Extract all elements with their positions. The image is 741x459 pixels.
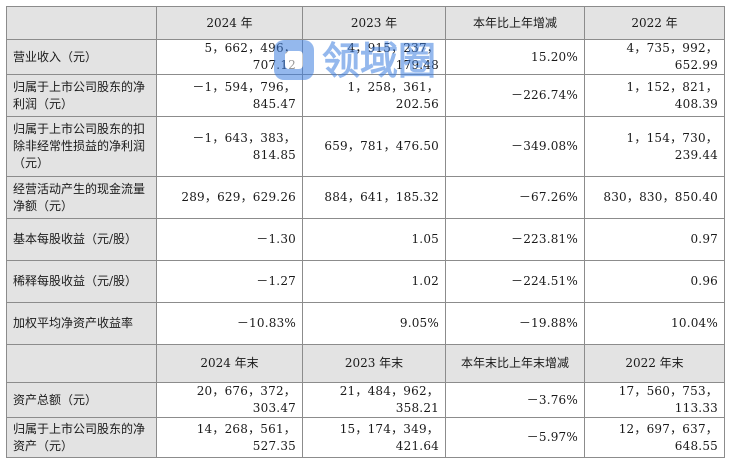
row-label: 资产总额（元） [6,382,157,418]
row-label: 加权平均净资产收益率 [6,302,157,345]
header-cell [6,344,157,383]
value-2023: 884，641，185.32 [302,176,446,219]
header-cell: 2022 年末 [584,344,725,383]
value-2023: 15，174，349，421.64 [302,417,446,458]
table-row: 稀释每股收益（元/股） －1.27 1.02 －224.51% 0.96 [6,260,725,303]
value-change: －349.08% [445,116,585,177]
value-2023: 1.02 [302,260,446,303]
table-row: 营业收入（元） 5，662，496，707.12 4，915，237，179.4… [6,39,725,75]
header-cell: 2024 年末 [156,344,303,383]
value-2022: 10.04% [584,302,725,345]
value-2022: 17，560，753，113.33 [584,382,725,418]
value-2022: 1，152，821，408.39 [584,74,725,117]
table-row: 资产总额（元） 20，676，372，303.47 21，484，962，358… [6,382,725,418]
value-change: －5.97% [445,417,585,458]
header-cell: 本年末比上年末增减 [445,344,585,383]
row-label: 归属于上市公司股东的净资产（元） [6,417,157,458]
value-2022: 4，735，992，652.99 [584,39,725,75]
row-label: 基本每股收益（元/股） [6,218,157,261]
value-2023: 659，781，476.50 [302,116,446,177]
value-2023: 4，915，237，179.48 [302,39,446,75]
value-change: －226.74% [445,74,585,117]
value-2024: 14，268，561，527.35 [156,417,303,458]
value-change: －67.26% [445,176,585,219]
value-2024: －10.83% [156,302,303,345]
table-row: 加权平均净资产收益率 －10.83% 9.05% －19.88% 10.04% [6,302,725,345]
value-2023: 9.05% [302,302,446,345]
value-2022: 1，154，730，239.44 [584,116,725,177]
table-row: 归属于上市公司股东的净利润（元） －1，594，796，845.47 1，258… [6,74,725,117]
value-2022: 0.97 [584,218,725,261]
value-2023: 1，258，361，202.56 [302,74,446,117]
header-cell: 本年比上年增减 [445,6,585,40]
table-row: 归属于上市公司股东的扣除非经常性损益的净利润（元） －1，643，383，814… [6,116,725,177]
value-2024: －1，643，383，814.85 [156,116,303,177]
header-cell [6,6,157,40]
header-cell: 2023 年 [302,6,446,40]
value-2024: 20，676，372，303.47 [156,382,303,418]
value-2024: －1.27 [156,260,303,303]
table-row: 基本每股收益（元/股） －1.30 1.05 －223.81% 0.97 [6,218,725,261]
value-2023: 21，484，962，358.21 [302,382,446,418]
value-2024: 289，629，629.26 [156,176,303,219]
value-2022: 830，830，850.40 [584,176,725,219]
value-2022: 12，697，637，648.55 [584,417,725,458]
header-cell: 2023 年末 [302,344,446,383]
header-row-annual: 2024 年 2023 年 本年比上年增减 2022 年 [6,6,725,40]
table-row: 经营活动产生的现金流量净额（元） 289，629，629.26 884，641，… [6,176,725,219]
value-2022: 0.96 [584,260,725,303]
financial-summary-table: 2024 年 2023 年 本年比上年增减 2022 年 营业收入（元） 5，6… [6,6,725,458]
row-label: 经营活动产生的现金流量净额（元） [6,176,157,219]
value-change: －19.88% [445,302,585,345]
header-cell: 2024 年 [156,6,303,40]
value-2023: 1.05 [302,218,446,261]
row-label: 归属于上市公司股东的净利润（元） [6,74,157,117]
value-change: －224.51% [445,260,585,303]
value-change: －3.76% [445,382,585,418]
value-2024: 5，662，496，707.12 [156,39,303,75]
row-label: 营业收入（元） [6,39,157,75]
header-cell: 2022 年 [584,6,725,40]
header-row-year-end: 2024 年末 2023 年末 本年末比上年末增减 2022 年末 [6,344,725,383]
value-change: 15.20% [445,39,585,75]
value-change: －223.81% [445,218,585,261]
row-label: 稀释每股收益（元/股） [6,260,157,303]
row-label: 归属于上市公司股东的扣除非经常性损益的净利润（元） [6,116,157,177]
value-2024: －1.30 [156,218,303,261]
table-row: 归属于上市公司股东的净资产（元） 14，268，561，527.35 15，17… [6,417,725,458]
value-2024: －1，594，796，845.47 [156,74,303,117]
